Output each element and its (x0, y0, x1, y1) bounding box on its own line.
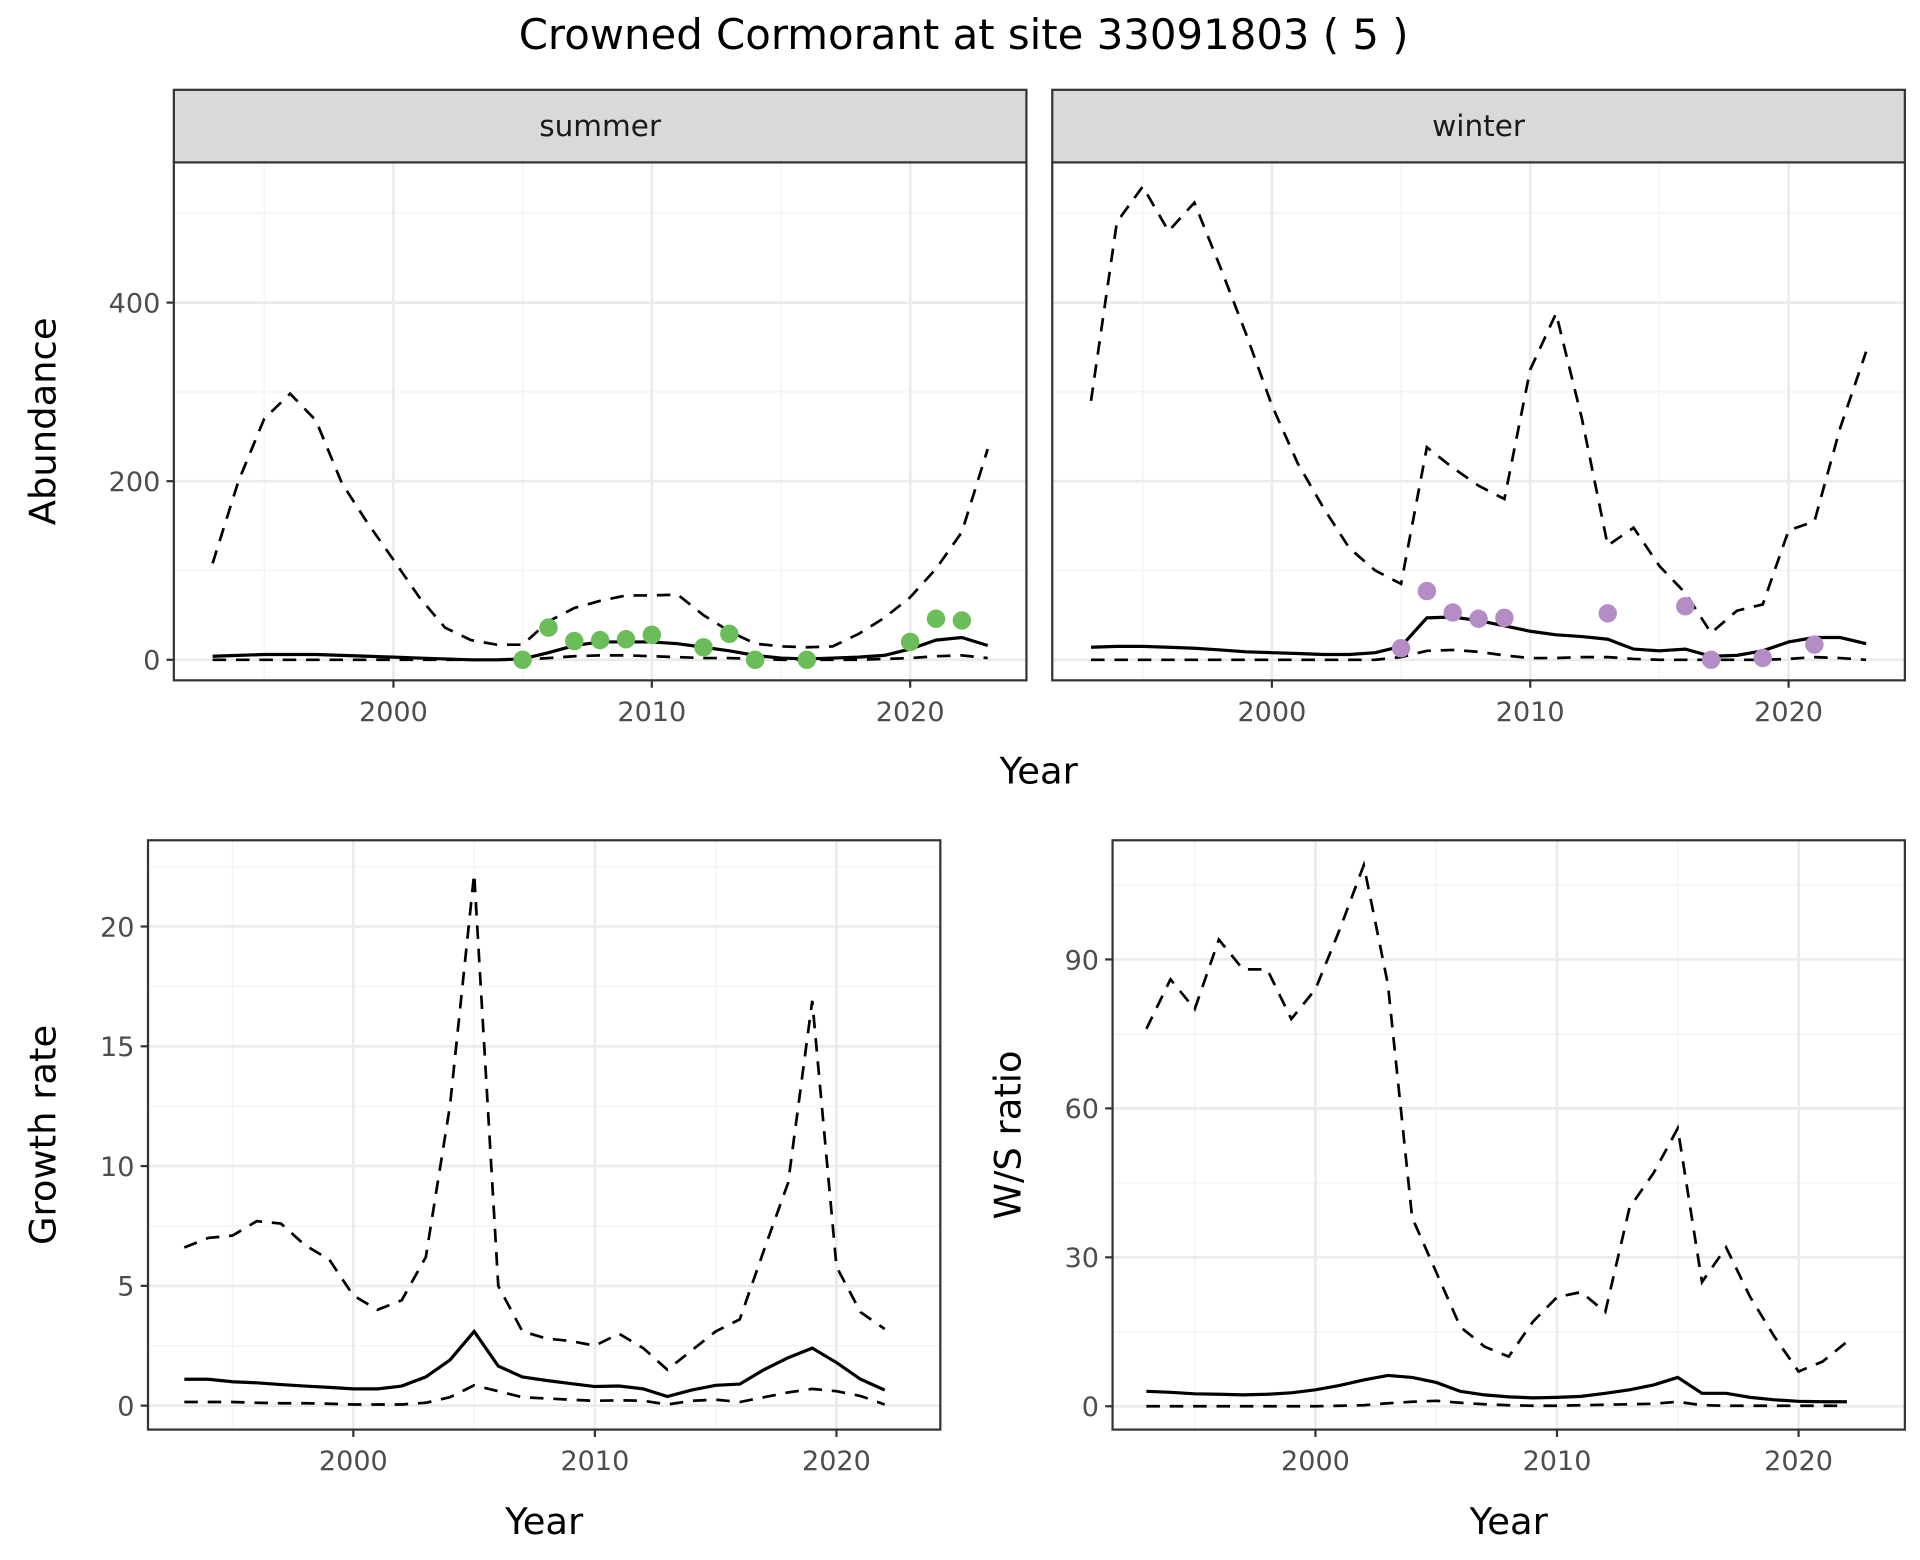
y-tick-label: 15 (100, 1032, 134, 1063)
data-point (1676, 596, 1695, 616)
data-point (539, 618, 558, 637)
data-point (565, 631, 584, 651)
x-tick-label: 2000 (1281, 1446, 1350, 1477)
mean-line (1146, 1373, 1847, 1404)
data-point (1469, 609, 1488, 628)
plot-background (148, 840, 941, 1430)
y-tick-label: 200 (109, 467, 161, 498)
x-tick-label: 2000 (319, 1446, 388, 1477)
x-axis-label: Year (1469, 1500, 1549, 1543)
data-point (1443, 603, 1462, 622)
data-point (1598, 604, 1617, 623)
lower-bound-line (184, 1383, 886, 1406)
mean-line (184, 1328, 886, 1399)
panel-winter: winter 2000 2010 2020 (1051, 88, 1906, 728)
y-tick-label: 5 (117, 1272, 134, 1303)
y-tick-label: 60 (1065, 1094, 1099, 1125)
data-point (1753, 648, 1772, 668)
data-point (694, 638, 713, 657)
upper-bound-line (1145, 860, 1848, 1374)
data-point (1805, 635, 1824, 654)
y-tick-label: 10 (100, 1152, 134, 1183)
panel-summer: summer 2000 2010 2020 0 200 400 Abundance (22, 88, 1028, 728)
y-axis-label: W/S ratio (986, 1050, 1029, 1219)
x-tick-label: 2010 (560, 1446, 629, 1477)
y-tick-label: 400 (109, 288, 161, 319)
data-point (616, 630, 636, 649)
plot-background (1052, 162, 1905, 681)
panel-border (146, 839, 942, 1431)
data-point (952, 611, 972, 630)
x-tick-label: 2020 (802, 1446, 871, 1477)
data-point (745, 650, 765, 670)
data-point (590, 630, 610, 650)
y-axis-label: Growth rate (22, 1025, 65, 1245)
x-tick-label: 2000 (359, 697, 428, 728)
data-point (797, 650, 817, 670)
data-point (926, 609, 946, 628)
y-axis-label: Abundance (22, 317, 65, 525)
y-tick-label: 30 (1065, 1243, 1099, 1274)
x-axis-label-shared: Year (999, 750, 1079, 793)
upper-bound-line (211, 391, 989, 649)
data-point (900, 632, 920, 652)
y-tick-label: 0 (1082, 1392, 1099, 1423)
x-tick-label: 2020 (876, 697, 945, 728)
panel-growth: 2000 2010 2020 0 5 10 15 20 Growth rate Year (22, 839, 942, 1543)
plot-background (1112, 840, 1905, 1430)
facet-strip (1051, 88, 1906, 164)
chart-title: Crowned Cormorant at site 33091803 ( 5 ) (519, 10, 1409, 59)
x-tick-label: 2010 (1523, 1446, 1592, 1477)
lower-bound-line (1091, 648, 1867, 662)
lower-bound-line (212, 654, 988, 662)
data-point (1391, 638, 1411, 658)
x-tick-label: 2020 (1754, 697, 1823, 728)
y-tick-label: 0 (117, 1391, 134, 1422)
y-tick-label: 90 (1065, 945, 1099, 976)
panel-border (1111, 839, 1906, 1431)
y-tick-label: 20 (100, 912, 134, 943)
upper-bound-line (1089, 184, 1868, 636)
x-tick-label: 2000 (1237, 697, 1306, 728)
data-point (1417, 581, 1437, 601)
y-tick-label: 0 (143, 646, 160, 677)
x-tick-label: 2010 (1496, 697, 1565, 728)
data-point (720, 624, 739, 644)
x-tick-label: 2010 (617, 697, 686, 728)
panel-ratio: 2000 2010 2020 0 30 60 90 W/S ratio Year (986, 839, 1906, 1543)
x-tick-label: 2020 (1764, 1446, 1833, 1477)
facet-strip-label: summer (539, 109, 662, 143)
plot-background (173, 162, 1027, 681)
data-point (513, 650, 532, 670)
facet-strip-label: winter (1432, 109, 1526, 143)
facet-strip (172, 88, 1028, 164)
data-point (1701, 650, 1721, 670)
data-point (1495, 608, 1514, 628)
upper-bound-line (183, 873, 886, 1372)
x-axis-label: Year (504, 1500, 584, 1543)
data-point (642, 625, 662, 645)
